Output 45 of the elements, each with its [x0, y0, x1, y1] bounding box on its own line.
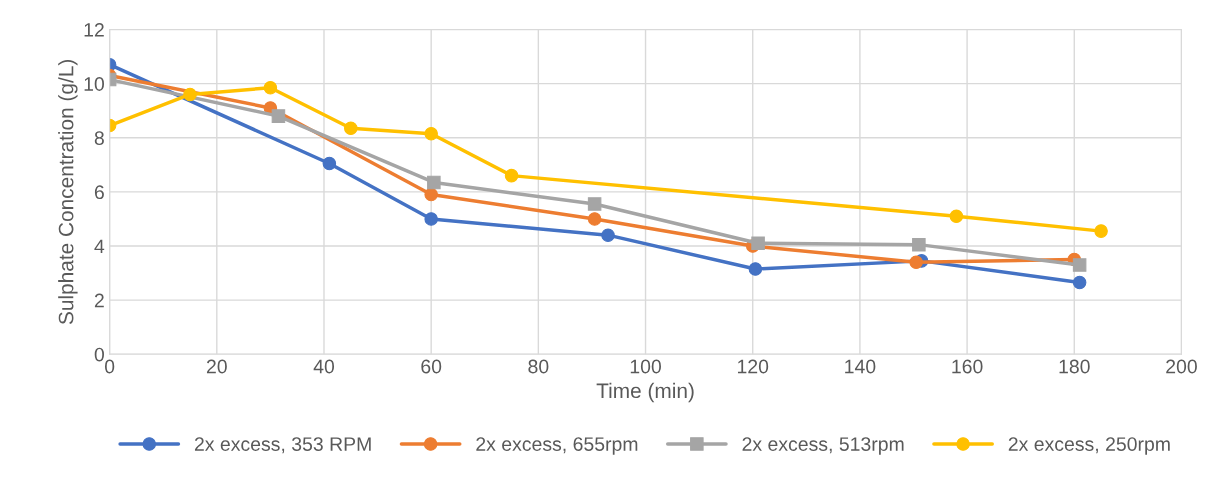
point — [601, 228, 615, 242]
point — [424, 187, 438, 202]
point — [271, 109, 286, 123]
point — [183, 87, 197, 102]
x-tick-label: 200 — [1166, 359, 1197, 374]
point — [909, 255, 923, 270]
y-tick-label: 4 — [94, 239, 105, 254]
y-tick-label: 6 — [94, 185, 104, 200]
x-tick-label: 40 — [313, 359, 335, 374]
x-tick-label: 180 — [1059, 359, 1090, 374]
x-tick-label: 60 — [421, 359, 442, 374]
point — [1072, 258, 1087, 272]
legend-label: 2x excess, 353 RPM — [194, 437, 371, 454]
point — [949, 209, 964, 223]
x-tick-label: 120 — [737, 359, 769, 374]
point — [751, 236, 765, 251]
point — [322, 156, 337, 171]
y-tick-label: 10 — [84, 77, 104, 91]
legend-label: 2x excess, 655rpm — [476, 437, 638, 455]
y-tick-label: 2 — [94, 293, 104, 308]
y-tick-label: 8 — [94, 131, 104, 145]
x-tick-label: 140 — [845, 359, 876, 374]
legend-label: 2x excess, 513rpm — [742, 437, 904, 455]
point — [587, 212, 602, 226]
point — [912, 237, 926, 252]
x-axis-title: Time (min) — [596, 382, 694, 403]
x-tick-label: 100 — [630, 359, 661, 374]
y-axis-title: Sulphate Concentration (g/L) — [58, 59, 78, 325]
point — [1072, 275, 1087, 290]
x-tick-label: 80 — [528, 359, 549, 374]
point — [344, 121, 358, 136]
x-tick-label: 20 — [206, 359, 227, 374]
legend-label: 2x excess, 250rpm — [1008, 437, 1170, 455]
x-tick-label: 160 — [952, 359, 983, 374]
point — [1094, 224, 1108, 238]
point — [424, 126, 438, 141]
point — [504, 168, 519, 183]
y-tick-label: 0 — [94, 347, 104, 362]
point — [587, 197, 602, 211]
point — [424, 212, 438, 226]
x-tick-label: 0 — [104, 359, 115, 374]
point — [263, 80, 278, 95]
point — [427, 175, 441, 190]
y-tick-label: 12 — [84, 22, 104, 37]
point — [748, 262, 763, 276]
